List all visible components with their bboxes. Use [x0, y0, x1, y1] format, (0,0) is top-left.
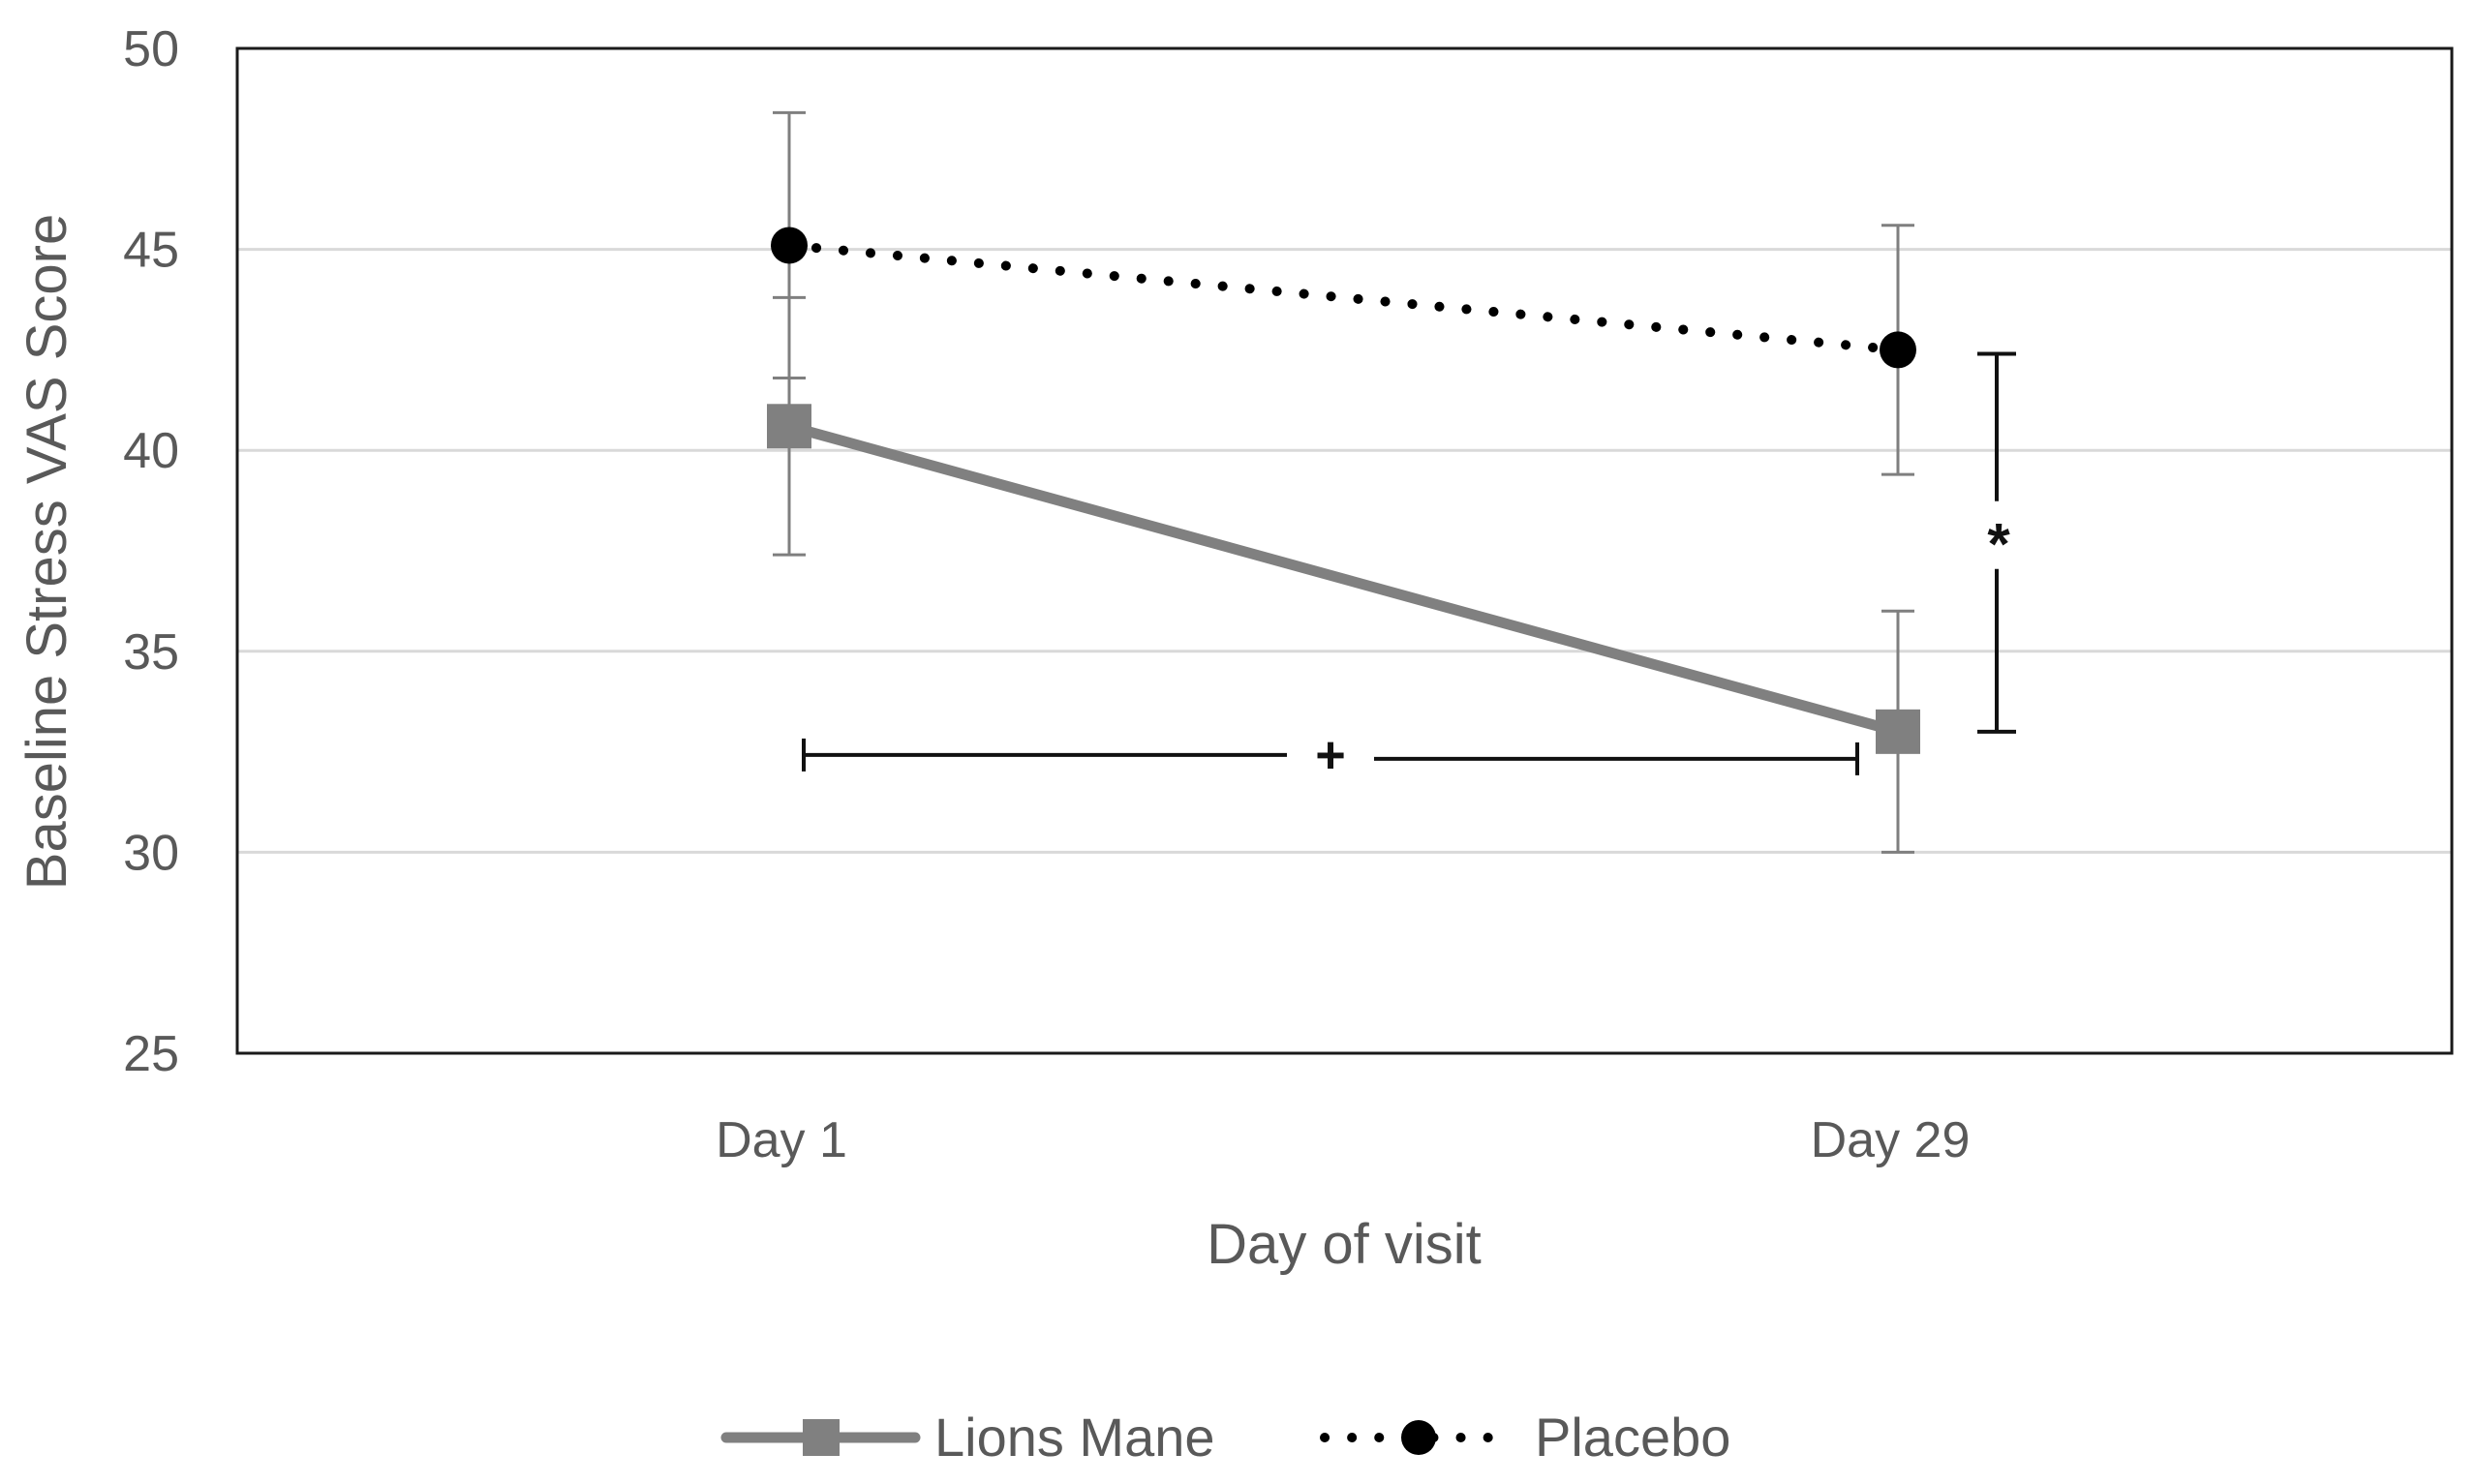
legend-marker-square	[803, 1419, 840, 1456]
data-series	[767, 110, 1920, 854]
plot-area-frame	[235, 46, 2454, 1055]
x-tick-label: Day 29	[1811, 1112, 1971, 1168]
legend-item-placebo: Placebo	[1320, 1407, 1730, 1468]
legend-label: Lions Mane	[934, 1407, 1215, 1468]
series-lions-mane	[767, 295, 1920, 854]
significance-label: +	[1315, 726, 1346, 784]
significance-label: *	[1987, 512, 2010, 577]
series-line	[783, 420, 1904, 738]
legend-marker-circle	[1401, 1420, 1436, 1455]
y-tick-labels: 25 30 35 40 45 50	[123, 21, 179, 1082]
legend-label: Placebo	[1535, 1407, 1730, 1468]
legend-item-lions-mane: Lions Mane	[720, 1407, 1215, 1468]
y-tick-label: 25	[123, 1026, 179, 1082]
data-point-circle	[771, 227, 808, 264]
x-tick-label: Day 1	[716, 1112, 847, 1168]
y-tick-label: 30	[123, 825, 179, 881]
y-tick-label: 40	[123, 423, 179, 479]
legend: Lions Mane Placebo	[720, 1407, 1730, 1468]
time-difference-bracket: +	[802, 726, 1859, 784]
y-tick-label: 50	[123, 21, 179, 77]
data-point-circle	[1880, 331, 1916, 369]
x-axis-title: Day of visit	[1207, 1213, 1482, 1276]
group-difference-bracket: *	[1977, 351, 2016, 734]
y-axis-title: Baseline Stress VAS Score	[15, 214, 78, 890]
significance-annotations: +*	[802, 351, 2016, 784]
x-tick-labels: Day 1 Day 29	[716, 1112, 1970, 1168]
gridlines	[237, 248, 2452, 854]
data-point-square	[767, 404, 811, 449]
axes	[235, 46, 2454, 1055]
y-tick-label: 45	[123, 223, 179, 279]
y-tick-label: 35	[123, 624, 179, 681]
series-line	[784, 240, 1903, 355]
series-placebo	[771, 110, 1916, 476]
data-point-square	[1876, 709, 1920, 754]
